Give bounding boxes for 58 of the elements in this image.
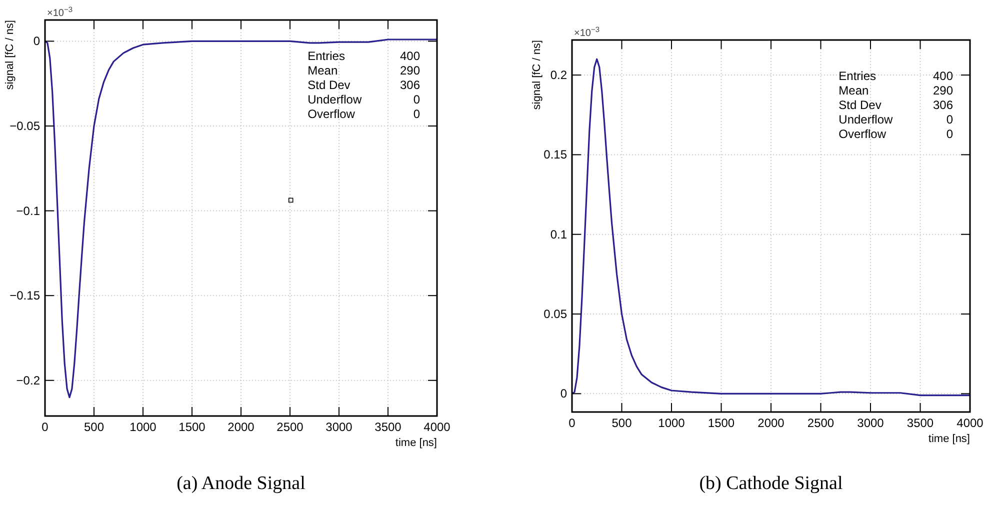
annotation: Underflow	[308, 92, 362, 106]
y-tick-label: 0	[560, 386, 568, 401]
y-axis-title: signal [fC / ns]	[531, 40, 543, 110]
x-tick-label: 4000	[956, 416, 984, 430]
annotation: Overflow	[308, 107, 356, 121]
y-tick-label: 0.1	[550, 227, 568, 242]
annotation: Entries	[838, 69, 876, 83]
annotation: Underflow	[838, 112, 894, 126]
text: (b) Cathode Signal	[699, 473, 843, 494]
x-axis-title: time [ns]	[395, 437, 437, 449]
y-tick-label: 0.05	[544, 307, 568, 322]
y-tick-label: 0	[33, 34, 40, 48]
annotation: Overflow	[838, 127, 886, 141]
y-tick-label: −0.2	[16, 373, 40, 388]
annotation: 0	[946, 112, 954, 126]
x-tick-label: 1000	[658, 416, 686, 430]
x-tick-label: 3000	[326, 420, 353, 434]
y-tick-label: −0.1	[16, 204, 40, 218]
annotation: Mean	[308, 64, 338, 78]
x-tick-label: 1500	[178, 420, 206, 434]
x-tick-label: 4000	[424, 420, 451, 434]
line-series	[44, 38, 438, 398]
annotation: 0	[413, 107, 420, 121]
y-tick-label: −0.05	[10, 118, 40, 133]
x-tick-label: 3000	[857, 416, 884, 430]
x-tick-label: 500	[612, 416, 632, 430]
x-tick-label: 0	[42, 420, 49, 434]
x-tick-label: 1500	[708, 416, 735, 430]
annotation: 290	[932, 84, 954, 98]
text: (a) Anode Signal	[176, 473, 306, 494]
annotation: 400	[400, 49, 420, 63]
x-tick-label: 3500	[906, 416, 934, 430]
annotation: 306	[932, 98, 954, 112]
y-tick-label: 0.2	[550, 68, 568, 82]
line-series	[571, 58, 971, 396]
x-tick-label: 3500	[374, 420, 402, 434]
annotation: 0	[946, 127, 954, 141]
x-tick-label: 2000	[228, 420, 255, 434]
y-tick-label: 0.15	[544, 148, 568, 162]
x-tick-label: 500	[84, 420, 104, 434]
x-axis-title: time [ns]	[928, 433, 970, 445]
y-tick-label: −0.15	[10, 288, 40, 303]
annotation: Std Dev	[838, 98, 882, 112]
annotation: 0	[413, 92, 420, 106]
text: ×10$^{−3}$	[574, 24, 600, 39]
annotation: Entries	[308, 49, 345, 63]
annotation: 290	[400, 64, 420, 78]
x-tick-label: 2000	[758, 416, 785, 430]
x-tick-label: 2500	[807, 416, 834, 430]
annotation: 400	[932, 69, 954, 83]
y-axis-title: signal [fC / ns]	[4, 20, 16, 90]
text: ×10$^{−3}$	[47, 4, 73, 19]
x-tick-label: 2500	[276, 420, 304, 434]
annotation: Std Dev	[308, 78, 350, 92]
x-tick-label: 1000	[130, 420, 157, 434]
annotation: 306	[400, 78, 420, 92]
x-tick-label: 0	[568, 416, 576, 430]
annotation: Mean	[838, 84, 869, 98]
